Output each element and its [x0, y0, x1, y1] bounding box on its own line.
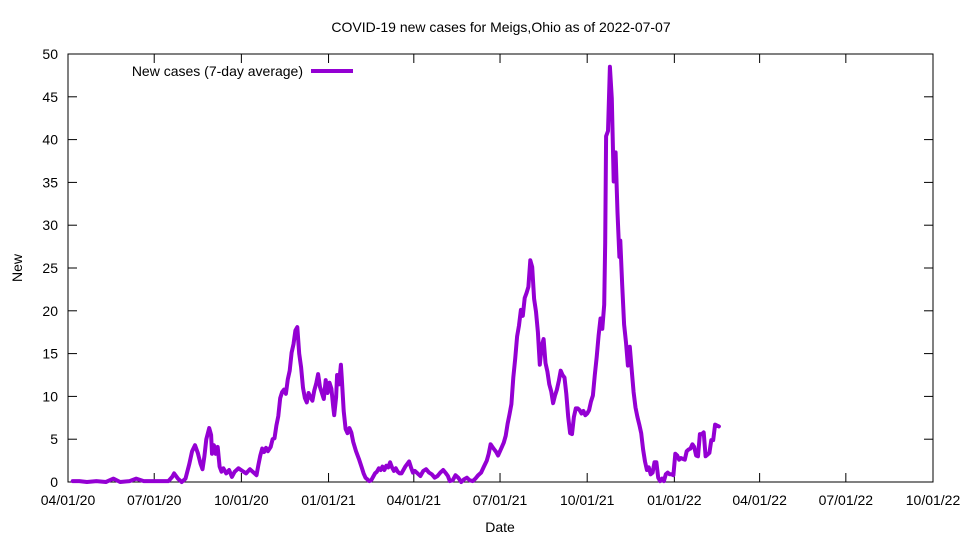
x-axis: 04/01/20 07/01/20 10/01/20 01/01/21 04/01/21…: [41, 54, 960, 508]
x-axis-label: Date: [485, 519, 515, 535]
chart-title: COVID-19 new cases for Meigs,Ohio as of …: [331, 19, 670, 35]
plot-area-frame: [67, 53, 934, 483]
y-tick-label: 45: [42, 89, 58, 105]
x-tick-label: 10/01/20: [214, 492, 269, 508]
x-tick-label: 01/01/22: [647, 492, 702, 508]
y-tick-label: 0: [50, 474, 58, 490]
x-tick-label: 07/01/21: [473, 492, 528, 508]
x-tick-label: 04/01/20: [41, 492, 96, 508]
x-tick-label: 10/01/21: [560, 492, 615, 508]
legend: New cases (7-day average): [132, 63, 353, 79]
x-tick-label: 01/01/21: [301, 492, 356, 508]
y-tick-label: 40: [42, 132, 58, 148]
y-tick-label: 10: [42, 388, 58, 404]
y-tick-label: 25: [42, 260, 58, 276]
x-tick-label: 10/01/22: [906, 492, 960, 508]
series-line-new-cases: [70, 64, 721, 484]
x-tick-label: 04/01/22: [732, 492, 787, 508]
x-tick-label: 07/01/20: [127, 492, 182, 508]
y-tick-label: 20: [42, 303, 58, 319]
legend-label: New cases (7-day average): [132, 63, 303, 79]
x-tick-label: 07/01/22: [819, 492, 874, 508]
y-tick-label: 15: [42, 346, 58, 362]
y-axis: 0 5 10 15 20 25 30 35 40 45 50: [42, 46, 933, 490]
y-tick-label: 35: [42, 174, 58, 190]
y-tick-label: 5: [50, 431, 58, 447]
x-tick-label: 04/01/21: [387, 492, 442, 508]
y-tick-label: 50: [42, 46, 58, 62]
y-tick-label: 30: [42, 217, 58, 233]
y-axis-label: New: [9, 253, 25, 282]
